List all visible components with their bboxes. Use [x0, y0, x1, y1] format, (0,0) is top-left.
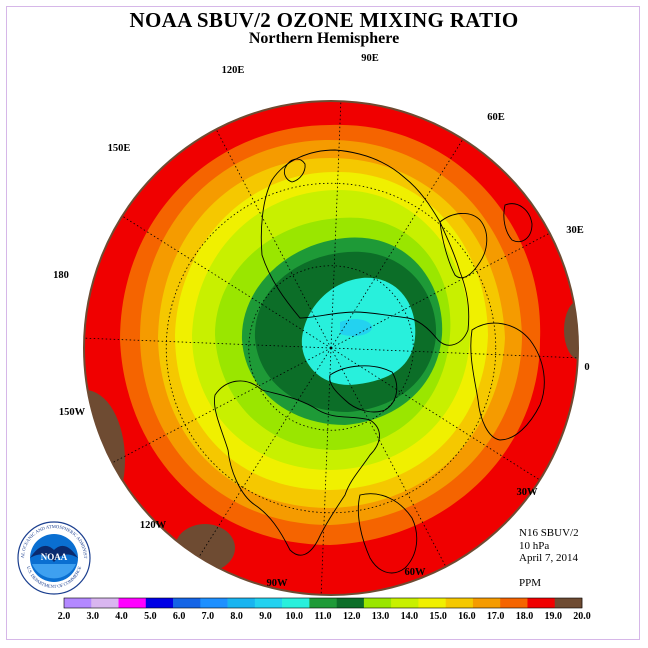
colorbar-tick-label: 10.0	[285, 611, 303, 622]
colorbar-swatch	[391, 598, 419, 608]
colorbar-tick-label: 6.0	[173, 611, 186, 622]
logo-sea	[32, 564, 76, 579]
colorbar-tick-label: 9.0	[259, 611, 272, 622]
meridian-line	[330, 101, 342, 349]
hemisphere-boundary	[83, 100, 579, 596]
latitude-circle	[248, 265, 414, 431]
lon-label-150e: 150E	[108, 143, 131, 154]
ozone-high-region-north	[370, 101, 490, 108]
meridian-line	[330, 347, 447, 567]
colorbar-swatch	[282, 598, 310, 608]
meridian-line	[330, 347, 578, 359]
info-block: N16 SBUV/2 10 hPa April 7, 2014 PPM	[519, 527, 579, 589]
colorbar-tick-label: 15.0	[429, 611, 447, 622]
logo-text: NOAA	[41, 552, 68, 562]
units-label: PPM	[519, 576, 542, 589]
africa-coast	[470, 322, 545, 441]
colorbar-swatch	[309, 598, 337, 608]
meridian-line	[320, 347, 332, 595]
colorbar-swatch	[118, 598, 147, 608]
page-frame	[6, 6, 640, 640]
colorbar-outline	[63, 597, 583, 609]
meridian-line	[330, 347, 541, 481]
greenland-coast	[329, 365, 398, 413]
coastlines	[214, 149, 545, 574]
meridian-line	[198, 347, 332, 558]
north-america-coast	[214, 380, 380, 556]
lon-label-30e: 30E	[566, 225, 584, 236]
noaa-logo: NATIONAL OCEANIC AND ATMOSPHERIC ADMINIS…	[16, 520, 91, 595]
colorbar-tick-label: 14.0	[401, 611, 419, 622]
colorbar-tick-label: 12.0	[343, 611, 361, 622]
colorbar-swatch	[173, 598, 201, 608]
instrument-label: N16 SBUV/2	[519, 527, 579, 539]
colorbar-tick-label: 4.0	[115, 611, 128, 622]
meridian-line	[330, 138, 464, 349]
colorbar-tick-label: 19.0	[544, 611, 562, 622]
lon-label-150w: 150W	[59, 407, 86, 418]
colorbar-swatch	[91, 598, 119, 608]
map-title: NOAA SBUV/2 OZONE MIXING RATIO	[129, 8, 519, 32]
pressure-level-label: 10 hPa	[519, 539, 550, 552]
colorbar-tick-label: 17.0	[487, 611, 505, 622]
colorbar: 2.0 3.0 4.0 5.0 6.0 7.0 8.0 9.0 10.0 11.0 12.0 13.0…	[58, 597, 591, 622]
lon-label-90w: 90W	[267, 578, 289, 589]
date-label: April 7, 2014	[519, 552, 578, 564]
colorbar-tick-label: 18.0	[516, 611, 534, 622]
lon-label-120w: 120W	[140, 520, 167, 531]
latitude-circle	[165, 182, 497, 514]
japan-coast	[283, 158, 306, 183]
colorbar-tick-label: 8.0	[230, 611, 243, 622]
lon-label-60e: 60E	[487, 112, 505, 123]
ozone-high-region-east	[564, 300, 578, 360]
colorbar-swatch	[554, 598, 583, 608]
colorbar-swatch	[254, 598, 283, 608]
colorbar-tick-label: 2.0	[58, 611, 71, 622]
colorbar-swatch	[363, 598, 392, 608]
colorbar-swatch	[445, 598, 474, 608]
map-subtitle: Northern Hemisphere	[248, 30, 400, 47]
colorbar-tick-label: 16.0	[458, 611, 476, 622]
lon-label-60w: 60W	[405, 567, 427, 578]
colorbar-tick-label: 20.0	[573, 611, 591, 622]
colorbar-swatch	[227, 598, 256, 608]
colorbar-swatch	[200, 598, 228, 608]
lon-label-0: 0	[584, 362, 589, 373]
europe-coast	[439, 213, 488, 279]
colorbar-tick-label: 7.0	[202, 611, 215, 622]
meridian-line	[330, 232, 550, 349]
colorbar-tick-label: 13.0	[372, 611, 390, 622]
meridian-line	[215, 129, 332, 349]
colorbar-swatch	[418, 598, 446, 608]
lon-label-90e: 90E	[361, 53, 379, 64]
ozone-band-9	[340, 319, 372, 336]
meridian-line	[121, 215, 332, 349]
colorbar-swatch	[500, 598, 528, 608]
logo-bird-icon	[30, 545, 78, 562]
colorbar-swatch	[336, 598, 365, 608]
south-america-coast	[357, 493, 418, 574]
graticule	[84, 101, 578, 595]
lon-label-30w: 30W	[517, 487, 539, 498]
colorbar-tick-label: 3.0	[87, 611, 100, 622]
colorbar-swatch	[472, 598, 501, 608]
arabia-coast	[503, 203, 533, 243]
colorbar-swatch	[64, 598, 92, 608]
lon-label-180: 180	[53, 270, 69, 281]
meridian-line	[84, 337, 332, 349]
colorbar-swatch	[145, 598, 174, 608]
colorbar-tick-label: 11.0	[315, 611, 332, 622]
lon-label-120e: 120E	[222, 65, 245, 76]
colorbar-tick-label: 5.0	[144, 611, 157, 622]
colorbar-swatch	[527, 598, 556, 608]
meridian-line	[112, 347, 332, 464]
